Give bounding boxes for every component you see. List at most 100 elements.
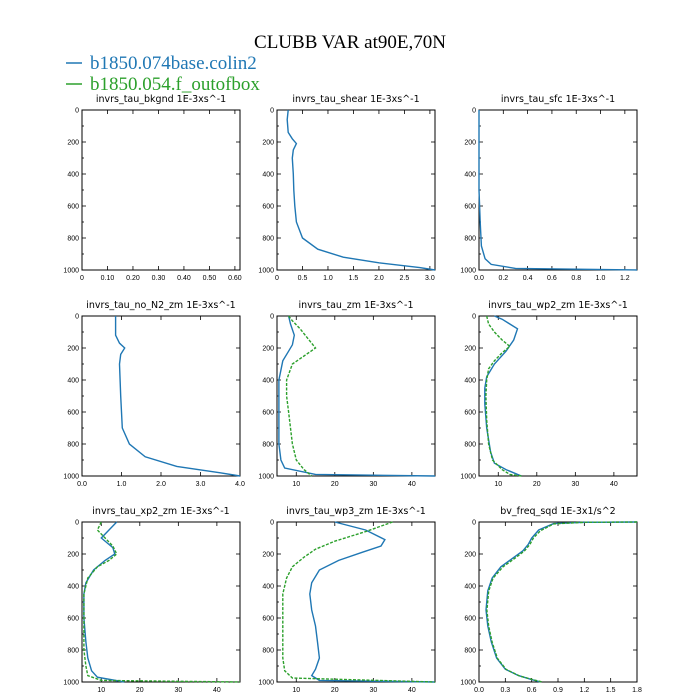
x-tick-label: 40: [610, 481, 618, 488]
plot-frame: [81, 521, 241, 683]
y-tick-label: 0: [75, 520, 79, 527]
x-tick-label: 2.0: [156, 481, 166, 488]
panel-7: invrs_tau_xp2_zm 1E-3xs^-1 0 200 400 600 800 1…: [63, 506, 241, 694]
y-tick-label: 1000: [460, 680, 476, 687]
y-tick-label: 400: [464, 584, 476, 591]
plot-frame: [81, 315, 241, 477]
y-tick-label: 800: [464, 236, 476, 243]
series-line-1: [286, 109, 436, 271]
x-tick-label: 0: [275, 275, 279, 282]
y-tick-label: 800: [262, 236, 274, 243]
y-tick-label: 1000: [63, 474, 79, 481]
panel-title: invrs_tau_sfc 1E-3xs^-1: [501, 94, 615, 105]
y-tick-label: 1000: [258, 474, 274, 481]
y-tick-label: 1000: [460, 474, 476, 481]
legend-entry-2: b1850.054.f_outofbox: [66, 74, 260, 95]
y-tick-label: 600: [464, 616, 476, 623]
x-tick-label: 40: [408, 481, 416, 488]
series-line-1: [114, 316, 241, 477]
y-tick-label: 200: [67, 140, 79, 147]
plot-frame: [276, 315, 436, 477]
x-tick-label: 0.0: [77, 481, 87, 488]
y-tick-label: 600: [262, 204, 274, 211]
y-tick-label: 0: [270, 314, 274, 321]
y-tick-label: 600: [464, 204, 476, 211]
legend-label-1: b1850.074base.colin2: [90, 53, 257, 74]
y-tick-label: 1000: [258, 268, 274, 275]
plot-frame: [276, 109, 436, 271]
x-tick-label: 0.60: [228, 275, 242, 282]
panel-title: invrs_tau_wp2_zm 1E-3xs^-1: [488, 300, 628, 311]
y-tick-label: 1000: [63, 680, 79, 687]
x-tick-label: 0.5: [298, 275, 308, 282]
x-tick-label: 20: [331, 687, 339, 694]
y-tick-label: 200: [262, 552, 274, 559]
plot-frame: [478, 109, 638, 271]
x-tick-label: 30: [369, 481, 377, 488]
y-tick-label: 0: [472, 108, 476, 115]
x-tick-label: 20: [533, 481, 541, 488]
legend-entry-1: b1850.074base.colin2: [66, 53, 257, 74]
y-tick-label: 1000: [460, 268, 476, 275]
x-tick-label: 0.10: [101, 275, 115, 282]
series-line-2: [83, 521, 241, 683]
series-line-2: [282, 521, 436, 683]
y-tick-label: 0: [270, 520, 274, 527]
x-tick-label: 1.2: [579, 687, 589, 694]
y-tick-label: 0: [270, 108, 274, 115]
x-tick-label: 30: [369, 687, 377, 694]
y-tick-label: 200: [262, 346, 274, 353]
legend-label-2: b1850.054.f_outofbox: [90, 74, 260, 95]
y-tick-label: 800: [67, 648, 79, 655]
y-tick-label: 0: [75, 108, 79, 115]
series-line-1: [485, 521, 638, 683]
x-tick-label: 10: [494, 481, 502, 488]
y-tick-label: 1000: [258, 680, 274, 687]
y-tick-label: 800: [262, 648, 274, 655]
series-line-1: [478, 110, 638, 271]
series-line-1: [309, 521, 436, 683]
panel-title: invrs_tau_zm 1E-3xs^-1: [299, 300, 414, 311]
x-tick-label: 0.30: [152, 275, 166, 282]
x-tick-label: 0.3: [500, 687, 510, 694]
y-tick-label: 800: [464, 648, 476, 655]
y-tick-label: 200: [464, 552, 476, 559]
x-tick-label: 10: [97, 687, 105, 694]
y-tick-label: 0: [472, 314, 476, 321]
y-tick-label: 600: [464, 410, 476, 417]
y-tick-label: 600: [67, 204, 79, 211]
panel-title: invrs_tau_no_N2_zm 1E-3xs^-1: [86, 300, 235, 311]
y-tick-label: 600: [67, 410, 79, 417]
y-tick-label: 400: [464, 378, 476, 385]
x-tick-label: 40: [213, 687, 221, 694]
x-tick-label: 30: [174, 687, 182, 694]
panel-title: invrs_tau_wp3_zm 1E-3xs^-1: [286, 506, 426, 517]
figure-title: CLUBB VAR at90E,70N: [254, 32, 446, 53]
panel-8: invrs_tau_wp3_zm 1E-3xs^-1 0 200 400 600 800 1…: [258, 506, 436, 694]
x-tick-label: 1.5: [349, 275, 359, 282]
x-tick-label: 0.4: [523, 275, 533, 282]
y-tick-label: 200: [67, 346, 79, 353]
y-tick-label: 0: [472, 520, 476, 527]
y-tick-label: 200: [262, 140, 274, 147]
y-tick-label: 400: [67, 584, 79, 591]
series-line-1: [484, 315, 522, 477]
x-tick-label: 1.2: [620, 275, 630, 282]
x-tick-label: 0.6: [527, 687, 537, 694]
panel-title: invrs_tau_bkgnd 1E-3xs^-1: [96, 94, 226, 105]
x-tick-label: 0.9: [553, 687, 563, 694]
y-tick-label: 1000: [63, 268, 79, 275]
x-tick-label: 2.5: [400, 275, 410, 282]
panel-4: invrs_tau_no_N2_zm 1E-3xs^-1 0 200 400 600 80…: [63, 300, 245, 488]
x-tick-label: 0.0: [474, 275, 484, 282]
panel-3: invrs_tau_sfc 1E-3xs^-1 0 200 400 600 800 1000…: [460, 94, 638, 282]
x-tick-label: 0.20: [126, 275, 140, 282]
y-tick-label: 200: [67, 552, 79, 559]
x-tick-label: 3.0: [196, 481, 206, 488]
panel-title: invrs_tau_shear 1E-3xs^-1: [292, 94, 419, 105]
x-tick-label: 0.50: [203, 275, 217, 282]
x-tick-label: 3.0: [425, 275, 435, 282]
plot-frame: [276, 521, 436, 683]
x-tick-label: 1.0: [117, 481, 127, 488]
